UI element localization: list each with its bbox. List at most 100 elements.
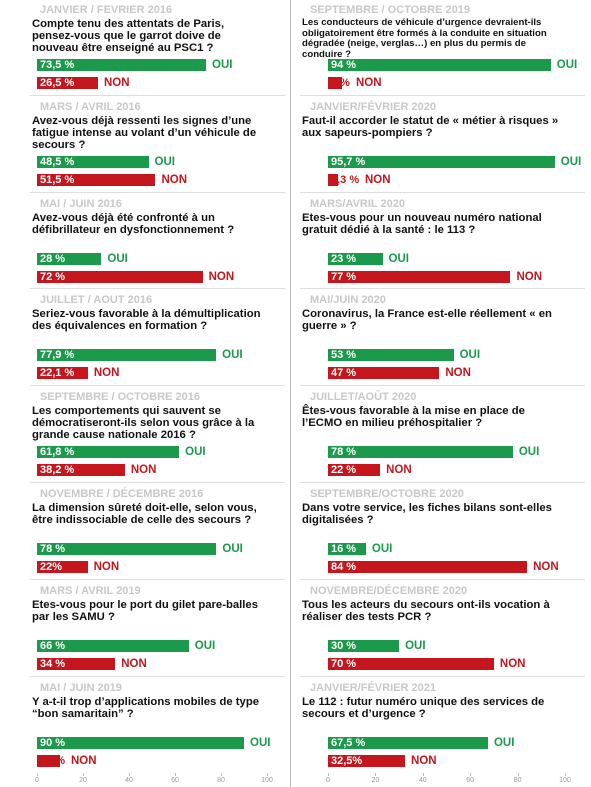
poll-question: Compte tenu des attentats de Paris, pens… — [32, 18, 225, 54]
value-label: 67,5 % — [331, 736, 366, 749]
value-label: 78 % — [331, 446, 357, 459]
bar-0 — [328, 543, 366, 555]
value-label: 84 % — [331, 561, 357, 573]
series-name: NON — [130, 464, 157, 477]
poll-date: JUILLET/AOÛT 2020 — [310, 391, 417, 404]
value-label: 77,9 % — [40, 349, 75, 362]
poll-question: Etes-vous pour un nouveau numéro nationa… — [302, 211, 542, 236]
bar-0 — [328, 252, 383, 265]
bar-0 — [37, 543, 217, 555]
value-label: 22,1 % — [40, 367, 75, 380]
series-name: NON — [71, 754, 97, 767]
value-label: 77 % — [331, 270, 357, 283]
series-name: OUI — [459, 349, 481, 362]
bar-0 — [328, 639, 400, 652]
panel-separator — [30, 578, 285, 580]
series-name: NON — [533, 561, 559, 573]
series-name: NON — [411, 754, 437, 767]
panel-separator — [300, 94, 585, 96]
x-tick-label: 0 — [326, 777, 330, 784]
panel-separator — [30, 191, 285, 193]
bar-1 — [37, 77, 98, 89]
bar-0 — [328, 446, 513, 459]
tick-mark — [328, 773, 329, 776]
value-label: 51,5 % — [40, 173, 75, 186]
value-label: 61,8 % — [40, 446, 75, 459]
bar-1 — [328, 754, 406, 767]
poll-date: MAI/JUIN 2020 — [310, 294, 386, 307]
series-name: NON — [161, 173, 187, 186]
poll-date: NOVEMBRE/DÉCEMBRE 2020 — [310, 584, 468, 597]
tick-mark — [175, 773, 176, 776]
panel-separator — [300, 482, 585, 483]
tick-mark — [37, 773, 38, 776]
x-tick-label: 60 — [466, 777, 475, 784]
tick-mark — [221, 773, 222, 776]
poll-question: Êtes-vous favorable à la mise en place d… — [302, 405, 525, 430]
bar-1 — [37, 367, 88, 380]
panel-separator — [300, 675, 585, 677]
x-tick-label: 100 — [559, 777, 571, 784]
bar-1 — [328, 77, 343, 89]
value-label: 26,5 % — [40, 77, 75, 89]
poll-question: Seriez-vous favorable à la démultiplicat… — [32, 308, 261, 333]
panel-separator — [300, 288, 585, 290]
panel-separator — [300, 191, 585, 193]
value-label: 47 % — [331, 367, 357, 380]
value-label: 78 % — [40, 543, 66, 555]
bar-0 — [37, 639, 189, 652]
poll-question: Tous les acteurs du secours ont-ils voca… — [302, 598, 550, 623]
bar-0 — [328, 155, 555, 168]
series-name: NON — [356, 77, 382, 89]
poll-date: JANVIER / FEVRIER 2016 — [40, 4, 173, 16]
tick-mark — [517, 773, 519, 776]
panel-separator — [30, 482, 285, 483]
x-tick-label: 100 — [261, 777, 273, 784]
panel-separator — [30, 385, 285, 387]
bar-0 — [37, 155, 149, 168]
series-name: NON — [386, 464, 412, 477]
poll-date: SEPTEMBRE / OCTOBRE 2016 — [40, 391, 200, 404]
value-label: 34 % — [40, 657, 66, 670]
poll-date: MARS/AVRIL 2020 — [310, 197, 405, 210]
bar-1 — [37, 561, 88, 573]
tick-mark — [83, 773, 84, 776]
x-tick-label: 20 — [371, 777, 380, 784]
series-name: NON — [365, 173, 391, 186]
poll-date: JANVIER/FÉVRIER 2020 — [310, 100, 436, 113]
value-label: 30 % — [331, 639, 357, 652]
series-name: OUI — [107, 252, 128, 265]
x-tick-label: 40 — [418, 777, 427, 784]
x-tick-label: 80 — [217, 777, 225, 784]
poll-date: SEPTEMBRE / OCTOBRE 2019 — [310, 4, 470, 16]
poll-date: JANVIER/FÉVRIER 2021 — [310, 681, 436, 694]
value-label: 73,5 % — [40, 59, 75, 71]
series-name: NON — [103, 77, 130, 89]
bar-1 — [37, 754, 60, 767]
bar-1 — [328, 464, 381, 477]
value-label: 23 % — [331, 252, 357, 265]
x-tick-label: 80 — [513, 777, 522, 784]
poll-question: Les comportements qui sauvent se démocra… — [32, 405, 255, 442]
panel-separator — [30, 288, 285, 290]
bar-1 — [328, 657, 494, 670]
series-name: OUI — [222, 543, 243, 555]
series-name: NON — [208, 270, 235, 283]
x-tick-label: 20 — [79, 777, 87, 784]
x-tick-label: 40 — [125, 777, 133, 784]
value-label: 48,5 % — [40, 155, 75, 168]
bar-1 — [37, 173, 156, 186]
series-name: OUI — [556, 59, 578, 71]
poll-question: Y a-t-il trop d’applications mobiles de … — [32, 695, 260, 720]
series-name: NON — [121, 657, 147, 670]
poll-date: MAI / JUIN 2016 — [40, 197, 122, 210]
poll-question: Avez-vous déjà été confronté à un défibr… — [32, 211, 235, 236]
value-label: 90 % — [40, 736, 66, 749]
value-label: 70 % — [331, 657, 357, 670]
series-name: NON — [499, 657, 526, 670]
bar-0 — [37, 59, 207, 71]
poll-date: MARS / AVRIL 2016 — [40, 100, 141, 113]
bar-1 — [37, 464, 125, 477]
poll-question: Etes-vous pour le port du gilet pare-bal… — [32, 598, 258, 623]
